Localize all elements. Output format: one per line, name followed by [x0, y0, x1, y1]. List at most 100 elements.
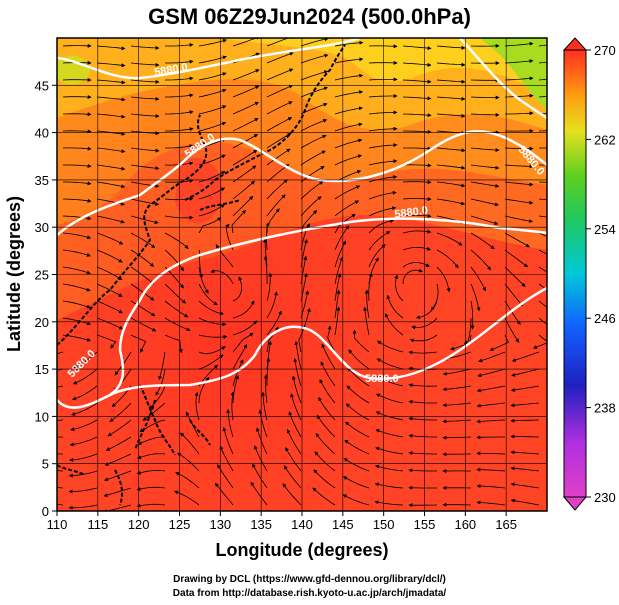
streamline: [130, 232, 156, 249]
streamline: [504, 76, 534, 81]
streamline: [363, 306, 370, 336]
streamline: [402, 96, 432, 101]
streamline: [334, 40, 364, 47]
streamline: [96, 198, 126, 206]
streamline: [402, 268, 423, 285]
streamline: [510, 418, 540, 423]
streamline: [342, 476, 370, 489]
streamline: [62, 146, 92, 151]
streamline: [505, 111, 534, 116]
streamline: [368, 175, 398, 183]
streamline: [266, 84, 294, 98]
streamline: [300, 196, 322, 217]
streamline: [489, 334, 509, 352]
streamline: [319, 378, 336, 404]
streamline: [266, 133, 292, 149]
streamline: [198, 354, 224, 370]
streamline: [408, 433, 437, 438]
streamline: [442, 402, 472, 408]
streamline: [136, 453, 166, 460]
streamline: [68, 487, 98, 494]
streamline: [165, 110, 194, 115]
streamline: [96, 215, 125, 224]
streamline: [470, 198, 499, 207]
streamline: [63, 181, 92, 186]
streamline: [408, 399, 437, 404]
streamline: [411, 317, 438, 330]
streamline: [436, 266, 451, 293]
streamline: [72, 368, 98, 385]
x-tick-label: 120: [128, 517, 150, 532]
streamline: [266, 51, 294, 64]
streamline: [334, 240, 346, 268]
streamline: [96, 249, 123, 263]
streamline: [334, 306, 341, 336]
streamline: [403, 146, 432, 151]
streamline: [130, 300, 156, 317]
streamline: [282, 483, 302, 506]
streamline: [71, 402, 98, 416]
streamline: [436, 96, 466, 101]
streamline: [266, 340, 273, 370]
streamline: [470, 164, 500, 170]
streamline: [62, 266, 91, 275]
streamline: [538, 113, 547, 115]
streamline: [158, 351, 166, 381]
streamline: [230, 391, 235, 421]
streamline: [334, 225, 350, 251]
streamline: [510, 434, 540, 439]
streamline: [164, 249, 184, 272]
streamline: [436, 232, 463, 246]
streamline: [298, 324, 306, 353]
streamline: [62, 249, 91, 257]
x-tick-label: 115: [87, 517, 108, 532]
streamline: [103, 487, 132, 497]
streamline: [300, 38, 329, 47]
streamline: [68, 504, 98, 510]
streamline: [402, 229, 432, 234]
y-tick-label: 20: [35, 315, 49, 330]
streamline: [300, 86, 329, 98]
y-tick-label: 5: [42, 457, 49, 472]
streamline: [96, 283, 123, 297]
streamline: [470, 266, 486, 292]
streamline: [165, 59, 194, 64]
streamline: [504, 317, 520, 343]
streamline: [374, 500, 404, 506]
streamline: [334, 138, 363, 149]
streamline: [436, 45, 466, 50]
streamline: [266, 272, 273, 302]
streamline: [194, 391, 200, 421]
streamline: [57, 453, 64, 455]
y-tick-label: 25: [35, 268, 49, 283]
streamline: [198, 300, 224, 316]
streamline: [402, 197, 432, 202]
streamline: [511, 368, 540, 377]
streamline: [164, 300, 189, 318]
streamline: [476, 402, 506, 408]
streamline: [368, 231, 391, 251]
streamline: [320, 361, 336, 387]
streamline: [470, 112, 500, 117]
streamline: [130, 266, 154, 285]
streamline: [334, 272, 342, 302]
streamline: [402, 79, 432, 84]
streamline: [300, 181, 324, 200]
streamline: [232, 118, 259, 132]
streamline: [165, 76, 194, 81]
streamline: [394, 274, 404, 302]
streamline: [265, 222, 270, 251]
streamline: [258, 409, 268, 438]
streamline: [179, 432, 200, 455]
y-tick-label: 10: [35, 409, 49, 424]
streamline: [176, 452, 200, 472]
streamline: [470, 300, 475, 330]
streamline: [252, 463, 268, 489]
streamline: [436, 113, 466, 118]
streamline: [300, 166, 325, 183]
streamline: [288, 411, 302, 438]
streamline: [198, 154, 226, 166]
streamline: [232, 101, 260, 115]
x-tick-label: 155: [414, 517, 436, 532]
streamline: [368, 44, 398, 49]
